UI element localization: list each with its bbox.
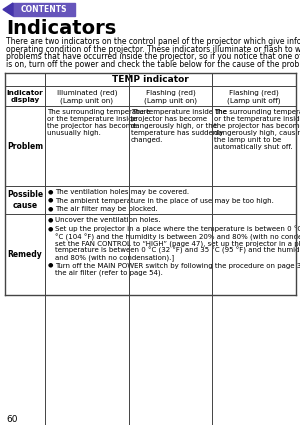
Text: unusually high.: unusually high.	[47, 130, 101, 136]
Text: the projector has become: the projector has become	[47, 123, 137, 129]
Text: There are two indicators on the control panel of the projector which give inform: There are two indicators on the control …	[6, 37, 300, 46]
Text: Problem: Problem	[7, 142, 43, 151]
Text: automatically shut off.: automatically shut off.	[214, 144, 293, 150]
Text: temperature has suddenly: temperature has suddenly	[131, 130, 223, 136]
Text: set the FAN CONTROL to “HIGH” (page 47), set up the projector in a place where t: set the FAN CONTROL to “HIGH” (page 47),…	[55, 240, 300, 246]
Text: the air filter (refer to page 54).: the air filter (refer to page 54).	[55, 269, 163, 276]
FancyBboxPatch shape	[13, 3, 75, 16]
Text: 60: 60	[6, 415, 17, 424]
Text: problems that have occurred inside the projector, so if you notice that one of t: problems that have occurred inside the p…	[6, 52, 300, 61]
Text: dangerously high, or the: dangerously high, or the	[131, 123, 217, 129]
Text: ●: ●	[48, 217, 53, 222]
Text: the projector has become: the projector has become	[214, 123, 300, 129]
Text: ●: ●	[48, 226, 53, 231]
Text: Illuminated (red)
(Lamp unit on): Illuminated (red) (Lamp unit on)	[57, 89, 117, 104]
Text: The air filter may be blocked.: The air filter may be blocked.	[55, 207, 158, 212]
Text: The ambient temperature in the place of use may be too high.: The ambient temperature in the place of …	[55, 198, 274, 204]
Text: or the temperature inside: or the temperature inside	[47, 116, 137, 122]
Text: Set up the projector in a place where the temperature is between 0 °C (32 °F) an: Set up the projector in a place where th…	[55, 226, 300, 233]
Text: Possible
cause: Possible cause	[7, 190, 43, 210]
Polygon shape	[3, 3, 13, 16]
Text: ●: ●	[48, 207, 53, 211]
Text: the lamp unit to be: the lamp unit to be	[214, 137, 282, 143]
Text: ●: ●	[48, 198, 53, 203]
Text: Flashing (red)
(Lamp unit off): Flashing (red) (Lamp unit off)	[227, 89, 281, 104]
Text: Indicator
display: Indicator display	[7, 90, 44, 103]
Text: projector has become: projector has become	[131, 116, 207, 122]
Text: dangerously high, causing: dangerously high, causing	[214, 130, 300, 136]
Text: The surrounding temperature: The surrounding temperature	[214, 109, 300, 115]
Text: is on, turn off the power and check the table below for the cause of the problem: is on, turn off the power and check the …	[6, 60, 300, 69]
Text: ●: ●	[48, 263, 53, 268]
Text: Indicators: Indicators	[6, 19, 116, 38]
Text: Remedy: Remedy	[8, 250, 42, 259]
Text: and 80% (with no condensation).]: and 80% (with no condensation).]	[55, 254, 174, 261]
Text: Turn off the MAIN POWER switch by following the procedure on page 31, and then c: Turn off the MAIN POWER switch by follow…	[55, 263, 300, 269]
Text: TEMP indicator: TEMP indicator	[112, 75, 189, 84]
Text: Uncover the ventilation holes.: Uncover the ventilation holes.	[55, 217, 160, 224]
Text: The ventilation holes may be covered.: The ventilation holes may be covered.	[55, 190, 189, 196]
Text: changed.: changed.	[131, 137, 163, 143]
Text: ●: ●	[48, 190, 53, 194]
Text: CONTENTS: CONTENTS	[21, 5, 67, 14]
Text: Flashing (red)
(Lamp unit on): Flashing (red) (Lamp unit on)	[144, 89, 197, 104]
Text: or the temperature inside: or the temperature inside	[214, 116, 300, 122]
Text: operating condition of the projector. These indicators illuminate or flash to wa: operating condition of the projector. Th…	[6, 45, 300, 54]
Text: temperature is between 0 °C (32 °F) and 35 °C (95 °F) and the humidity is betwee: temperature is between 0 °C (32 °F) and …	[55, 247, 300, 254]
Text: The surrounding temperature: The surrounding temperature	[47, 109, 150, 115]
Text: °C (104 °F) and the humidity is between 20% and 80% (with no condensation). [If : °C (104 °F) and the humidity is between …	[55, 233, 300, 241]
Text: The temperature inside the: The temperature inside the	[131, 109, 226, 115]
